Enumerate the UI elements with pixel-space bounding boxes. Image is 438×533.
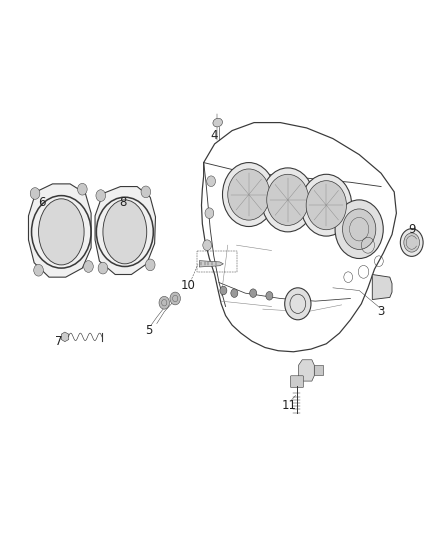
Circle shape bbox=[231, 289, 238, 297]
Text: 4: 4 bbox=[211, 130, 219, 142]
Text: 10: 10 bbox=[181, 279, 196, 292]
Circle shape bbox=[207, 176, 215, 187]
Circle shape bbox=[306, 181, 346, 230]
Circle shape bbox=[285, 288, 311, 320]
Circle shape bbox=[78, 183, 87, 195]
FancyBboxPatch shape bbox=[290, 376, 304, 387]
Circle shape bbox=[301, 174, 352, 236]
Polygon shape bbox=[199, 261, 223, 267]
Ellipse shape bbox=[103, 200, 147, 264]
Text: 8: 8 bbox=[119, 196, 126, 209]
Polygon shape bbox=[95, 187, 155, 274]
Circle shape bbox=[34, 264, 43, 276]
Text: 3: 3 bbox=[378, 305, 385, 318]
Text: 7: 7 bbox=[55, 335, 63, 348]
Ellipse shape bbox=[39, 199, 84, 265]
Circle shape bbox=[145, 259, 155, 271]
Circle shape bbox=[267, 174, 309, 225]
Circle shape bbox=[98, 262, 108, 274]
Text: 9: 9 bbox=[408, 223, 416, 236]
Circle shape bbox=[223, 163, 275, 227]
Circle shape bbox=[266, 292, 273, 300]
Circle shape bbox=[159, 296, 170, 309]
Circle shape bbox=[203, 240, 212, 251]
Circle shape bbox=[335, 200, 383, 259]
Circle shape bbox=[205, 208, 214, 219]
Polygon shape bbox=[314, 365, 323, 375]
Circle shape bbox=[96, 190, 106, 201]
Text: 5: 5 bbox=[145, 324, 152, 337]
Circle shape bbox=[343, 209, 376, 249]
Circle shape bbox=[220, 286, 227, 295]
Ellipse shape bbox=[213, 118, 223, 127]
Circle shape bbox=[404, 233, 420, 252]
Circle shape bbox=[170, 292, 180, 305]
Text: 11: 11 bbox=[282, 399, 297, 411]
Circle shape bbox=[141, 186, 151, 198]
Circle shape bbox=[30, 188, 40, 199]
Circle shape bbox=[250, 289, 257, 297]
Circle shape bbox=[84, 261, 93, 272]
Text: 6: 6 bbox=[38, 196, 46, 209]
Polygon shape bbox=[299, 360, 314, 381]
Circle shape bbox=[261, 168, 314, 232]
Polygon shape bbox=[372, 274, 392, 300]
Circle shape bbox=[400, 229, 423, 256]
Polygon shape bbox=[61, 332, 69, 342]
Circle shape bbox=[228, 169, 270, 220]
Polygon shape bbox=[28, 184, 91, 277]
